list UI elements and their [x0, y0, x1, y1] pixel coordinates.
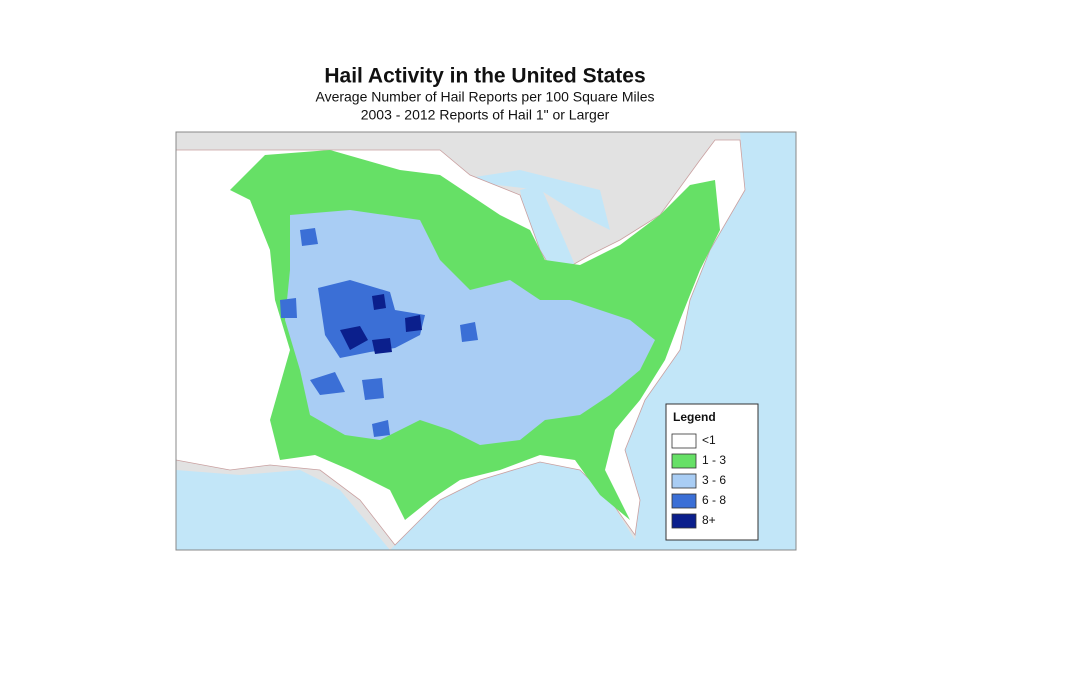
map [175, 131, 797, 551]
zone-6-8 [280, 228, 478, 437]
map-period: 2003 - 2012 Reports of Hail 1" or Larger [361, 107, 610, 123]
legend-swatch [671, 473, 697, 489]
legend-swatch [671, 433, 697, 449]
legend-swatch [671, 493, 697, 509]
legend: Legend <1 1 - 3 3 - 6 6 - 8 8+ [665, 403, 759, 541]
legend-label: 8+ [702, 513, 716, 527]
ocean [176, 132, 796, 550]
legend-label: 1 - 3 [702, 453, 726, 467]
map-subtitle: Average Number of Hail Reports per 100 S… [315, 89, 654, 105]
legend-label: 3 - 6 [702, 473, 726, 487]
zone-8-plus [340, 294, 422, 354]
legend-label: <1 [702, 433, 716, 447]
legend-title: Legend [673, 410, 716, 424]
map-title: Hail Activity in the United States [324, 65, 645, 88]
legend-swatch [671, 513, 697, 529]
legend-label: 6 - 8 [702, 493, 726, 507]
map-frame [175, 131, 797, 551]
great-lakes [455, 170, 610, 270]
legend-swatch [671, 453, 697, 469]
